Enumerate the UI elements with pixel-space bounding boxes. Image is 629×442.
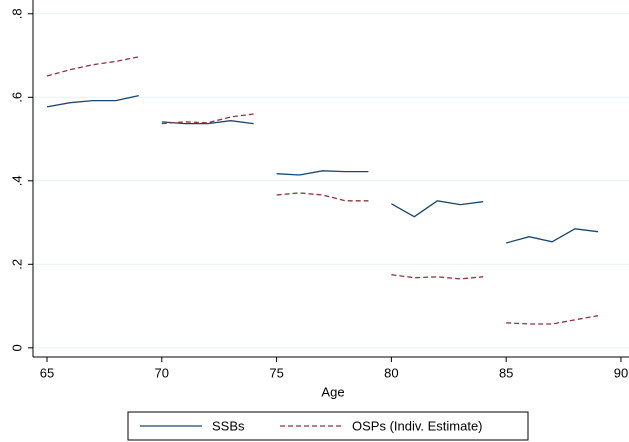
y-tick-label: .2 bbox=[9, 259, 24, 270]
y-tick-label: 0 bbox=[9, 344, 24, 351]
y-tick-label: .6 bbox=[9, 92, 24, 103]
x-tick-label: 80 bbox=[384, 365, 398, 380]
series-line bbox=[46, 94, 599, 244]
y-tick-label: .8 bbox=[9, 8, 24, 19]
x-tick-label: 75 bbox=[269, 365, 283, 380]
legend-label: SSBs bbox=[212, 418, 245, 433]
x-axis-label: Age bbox=[321, 384, 344, 399]
x-tick-label: 85 bbox=[499, 365, 513, 380]
x-tick-label: 65 bbox=[40, 365, 54, 380]
x-tick-label: 90 bbox=[614, 365, 628, 380]
y-tick-label: .4 bbox=[9, 175, 24, 186]
x-tick-label: 70 bbox=[155, 365, 169, 380]
legend-label: OSPs (Indiv. Estimate) bbox=[352, 418, 483, 433]
